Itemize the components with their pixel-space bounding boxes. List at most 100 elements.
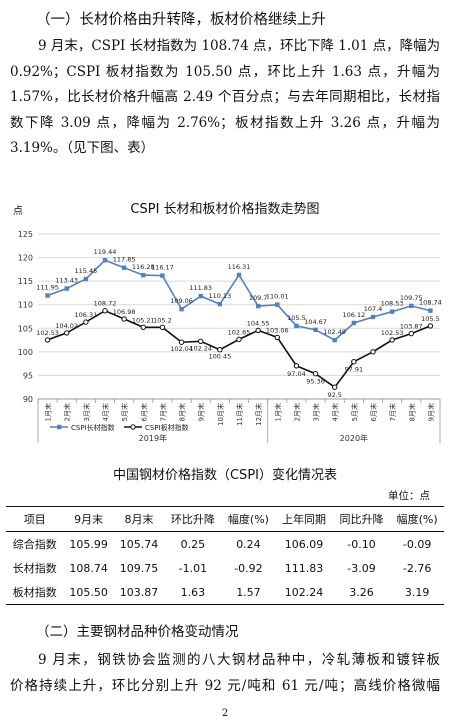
- year-label: 2020年: [340, 433, 368, 443]
- data-point: [312, 371, 319, 377]
- table-cell: 0.24: [236, 537, 261, 551]
- x-tick-label: 7月末: [158, 403, 167, 421]
- y-tick-label: 120: [18, 254, 33, 263]
- data-point: [102, 258, 108, 263]
- table-cell: -1.01: [178, 561, 208, 575]
- table-cell: 102.24: [275, 580, 333, 605]
- data-label: 100.45: [208, 353, 231, 361]
- data-point: [313, 327, 318, 333]
- table-cell: -2.76: [402, 561, 432, 575]
- x-tick-label: 4月末: [101, 403, 110, 421]
- data-label: 102.53: [36, 329, 59, 337]
- data-label: 102.49: [323, 328, 346, 336]
- table-cell: 板材指数: [6, 580, 64, 605]
- data-point: [255, 303, 261, 309]
- x-tick-label: 5月末: [350, 403, 359, 421]
- table-cell: 1.57: [221, 580, 276, 605]
- table-row: 板材指数 105.50 103.87 1.63 1.57 102.24 3.26…: [6, 580, 444, 605]
- data-label: 110.13: [208, 292, 231, 300]
- data-label: 111.83: [189, 284, 212, 292]
- x-tick-label: 1月末: [44, 403, 53, 421]
- paragraph-line: 价格持续上升，环比分别上升 92 元/吨和 61 元/吨；高线价格微幅: [10, 677, 440, 694]
- column-header: 幅度(%): [390, 506, 444, 532]
- table-row: 长材指数 108.74 109.75 -1.01 -0.92 111.83 -3…: [6, 556, 444, 580]
- table-cell: -0.09: [402, 537, 432, 551]
- data-point: [351, 359, 357, 365]
- column-header: 9月末: [63, 506, 114, 532]
- data-point: [236, 336, 242, 343]
- table-cell: 105.99: [69, 537, 108, 551]
- data-point: [140, 324, 146, 330]
- data-label: 108.53: [381, 300, 404, 308]
- table-cell: 3.19: [390, 580, 444, 605]
- paragraph-line: 9 月末，CSPI 长材指数为 108.74 点，环比下降 1.01 点，降幅为: [38, 38, 441, 54]
- column-header: 项目: [6, 506, 64, 532]
- data-label: 106.98: [113, 308, 136, 316]
- column-header: 幅度(%): [221, 506, 276, 532]
- y-tick-label: 100: [18, 348, 33, 357]
- data-point: [370, 314, 376, 320]
- data-point: [351, 320, 357, 326]
- data-point: [409, 303, 414, 309]
- data-label: 103.87: [400, 323, 423, 331]
- data-point: [64, 286, 69, 291]
- data-point: [102, 308, 108, 314]
- data-label: 116.17: [151, 264, 174, 272]
- data-label: 109.75: [400, 294, 423, 302]
- data-point: [428, 308, 433, 313]
- data-point: [370, 349, 376, 355]
- data-point: [159, 324, 166, 331]
- table-header-row: 项目 9月末 8月末 环比升降 幅度(%) 上年同期 同比升降 幅度(%): [6, 506, 444, 532]
- paragraph-line: 1.57%，比长材价格升幅高 2.49 个百分点；与去年同期相比，长材指: [10, 89, 440, 106]
- column-header: 8月末: [113, 506, 165, 532]
- data-point: [83, 319, 89, 325]
- column-header: 上年同期: [275, 506, 333, 532]
- legend-label-flat: CSPI板材指数: [145, 423, 189, 432]
- paragraph-line: 9 月末，钢铁协会监测的八大钢材品种中，冷轧薄板和镀锌板: [38, 652, 440, 668]
- table-cell: 长材指数: [12, 562, 57, 575]
- data-label: 102.24: [189, 344, 212, 352]
- data-point: [332, 384, 338, 390]
- data-point: [83, 276, 89, 282]
- data-point: [389, 337, 395, 343]
- table-cell: -0.10: [347, 537, 376, 551]
- data-point: [275, 302, 280, 307]
- table-cell: 3.26: [332, 580, 391, 605]
- x-tick-label: 3月末: [82, 403, 91, 421]
- chart-title: CSPI 长材和板材价格指数走势图: [130, 202, 320, 217]
- table-unit: 单位：点: [388, 490, 430, 502]
- cspi-table: 项目 9月末 8月末 环比升降 幅度(%) 上年同期 同比升降 幅度(%) 综合…: [6, 506, 444, 605]
- data-label: 113.43: [55, 277, 78, 285]
- table-cell: 108.74: [69, 561, 108, 575]
- x-tick-label: 8月末: [407, 403, 416, 421]
- year-label: 2019年: [139, 433, 167, 443]
- x-tick-label: 1月末: [273, 403, 282, 421]
- y-tick-label: 90: [23, 395, 33, 404]
- x-tick-label: 5月末: [120, 403, 129, 421]
- x-tick-label: 10月末: [216, 403, 225, 426]
- table-cell: 103.87: [113, 580, 165, 605]
- table-cell: 105.50: [63, 580, 114, 605]
- data-label: 105.21: [132, 316, 155, 324]
- data-point: [389, 309, 395, 314]
- data-point: [121, 316, 127, 322]
- x-tick-label: 4月末: [331, 403, 340, 421]
- y-tick-label: 115: [18, 277, 33, 286]
- column-header: 同比升降: [332, 506, 391, 532]
- data-point: [294, 323, 299, 329]
- data-label: 115.45: [74, 267, 97, 275]
- price-index-line-chart: 90 95 100 105 110 115 120 125 1月末 2月末 3月末 4月末 5月末 6月末…: [18, 230, 442, 443]
- table-cell: 106.09: [284, 537, 324, 551]
- data-point: [274, 334, 280, 341]
- data-label: 102.04: [170, 345, 193, 353]
- data-label: 108.74: [419, 299, 442, 307]
- table-cell: 111.83: [284, 561, 324, 575]
- data-point: [293, 363, 300, 369]
- paragraph-line: 0.92%；CSPI 板材指数为 105.50 点，环比上升 1.63 点，升幅…: [10, 63, 440, 80]
- table-cell: -0.92: [234, 561, 263, 575]
- table-cell: 109.75: [119, 561, 159, 575]
- data-point: [255, 327, 261, 334]
- data-label: 119.44: [94, 248, 117, 256]
- page-number: 2: [221, 708, 229, 719]
- data-label: 116.31: [228, 263, 251, 271]
